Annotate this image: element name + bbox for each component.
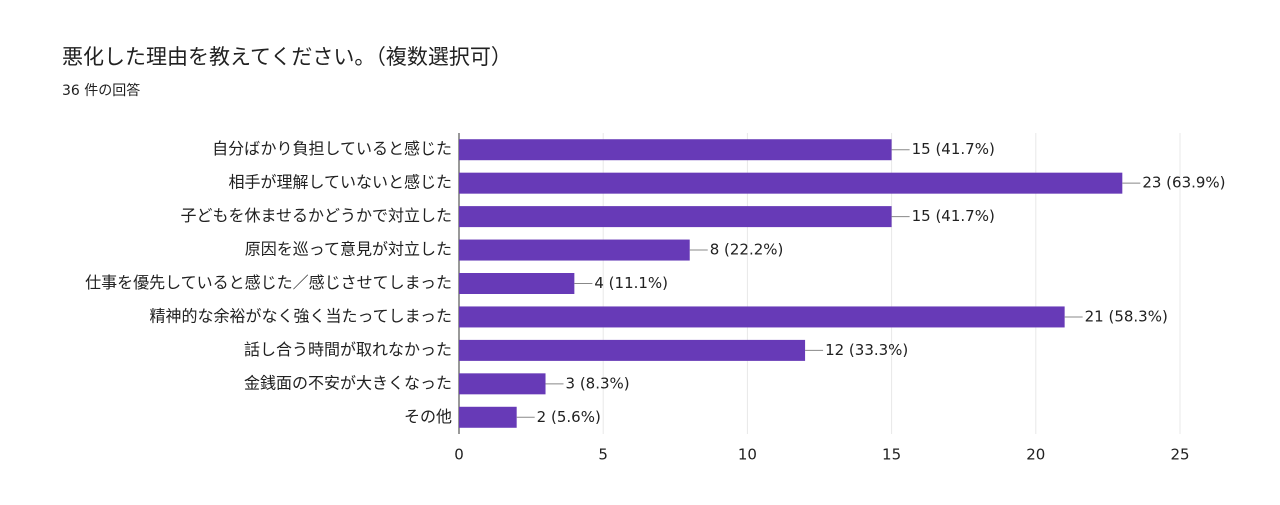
y-tick-label: 仕事を優先していると感じた／感じさせてしまった (85, 273, 452, 292)
y-tick-label: その他 (404, 407, 452, 426)
y-tick-label: 話し合う時間が取れなかった (244, 340, 452, 359)
x-tick-label: 25 (1170, 446, 1189, 464)
data-label: 21 (58.3%) (1085, 307, 1168, 325)
data-label: 3 (8.3%) (566, 374, 630, 392)
data-label: 12 (33.3%) (825, 341, 908, 359)
bar (459, 306, 1065, 328)
bar (459, 406, 517, 428)
bar (459, 273, 575, 294)
bar (459, 139, 892, 161)
data-label: 4 (11.1%) (594, 274, 668, 292)
bar (459, 206, 892, 228)
x-tick-label: 10 (738, 446, 757, 464)
x-tick-label: 0 (454, 446, 464, 464)
y-tick-label: 自分ばかり負担していると感じた (212, 139, 452, 158)
y-tick-label: 原因を巡って意見が対立した (245, 240, 452, 259)
data-label: 23 (63.9%) (1142, 174, 1225, 192)
bar (459, 172, 1123, 194)
data-label: 15 (41.7%) (912, 140, 995, 158)
data-label: 15 (41.7%) (912, 207, 995, 225)
x-tick-label: 20 (1026, 446, 1045, 464)
chart-subtitle: 36 件の回答 (62, 82, 140, 99)
bar (459, 239, 690, 261)
bar (459, 373, 546, 395)
x-tick-label: 5 (598, 446, 608, 464)
data-label: 8 (22.2%) (710, 241, 784, 259)
y-tick-label: 子どもを休ませるかどうかで対立した (180, 206, 452, 225)
x-tick-label: 15 (882, 446, 901, 464)
y-tick-label: 精神的な余裕がなく強く当たってしまった (149, 306, 452, 325)
y-tick-label: 相手が理解していないと感じた (228, 173, 452, 192)
bar (459, 339, 806, 361)
data-label: 2 (5.6%) (537, 408, 601, 426)
y-tick-label: 金銭面の不安が大きくなった (244, 373, 452, 392)
chart-title: 悪化した理由を教えてください。（複数選択可） (62, 45, 512, 69)
